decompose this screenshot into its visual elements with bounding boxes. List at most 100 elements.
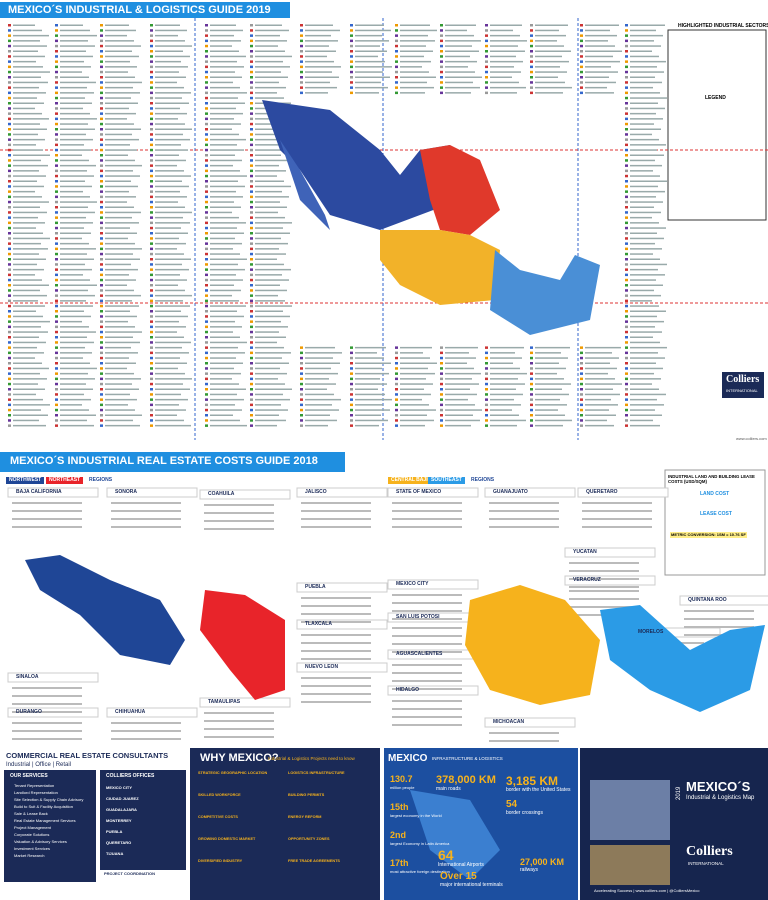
list-line [60,279,90,281]
info-box [664,469,766,576]
cost-row [569,570,639,572]
list-line [105,352,138,354]
list-line [105,66,137,68]
list-bullet [625,122,628,126]
list-bullet [485,424,488,427]
list-line [255,331,279,333]
state-card [679,595,768,606]
list-line [155,71,179,73]
list-bullet [100,29,103,32]
list-bullet [205,102,208,105]
list-bullet [300,377,303,381]
list-line [105,248,142,250]
list-bullet [625,91,628,95]
list-bullet [55,185,58,188]
list-line [210,414,233,416]
state-name: SONORA [115,489,137,495]
list-line [630,388,659,390]
list-line [155,232,188,234]
list-bullet [580,91,583,95]
list-bullet [580,419,583,422]
list-bullet [100,107,103,110]
list-line [255,300,285,302]
list-line [630,414,662,416]
list-line [210,336,240,338]
list-line [210,81,233,84]
list-line [630,60,666,63]
list-line [305,419,337,422]
list-line [305,81,330,84]
list-line [630,164,662,167]
list-bullet [150,91,153,95]
cost-row [392,635,462,637]
list-line [255,305,292,307]
list-line [60,398,91,401]
list-bullet [100,102,103,105]
list-bullet [250,336,253,339]
list-line [630,326,655,328]
cost-row [489,518,559,520]
list-bullet [205,169,208,173]
list-line [255,149,290,151]
list-line [210,263,238,266]
list-bullet [300,382,303,386]
cost-row [392,664,462,666]
list-line [400,86,434,89]
list-line [13,149,43,151]
list-bullet [300,419,303,422]
list-bullet [350,351,353,355]
list-line [255,258,277,260]
list-bullet [485,408,488,412]
list-bullet [150,299,153,303]
list-line [60,201,97,203]
list-bullet [150,159,153,162]
list-bullet [625,206,628,209]
list-bullet [55,86,58,89]
southeast-map [600,605,765,712]
list-bullet [250,55,253,58]
list-line [60,128,95,130]
state-name: AGUASCALIENTES [396,651,443,657]
list-bullet [440,403,443,407]
list-line [355,346,386,349]
list-bullet [205,190,208,193]
list-line [210,175,247,177]
list-line [255,81,279,84]
list-bullet [395,403,398,407]
list-line [210,118,234,120]
list-bullet [205,159,208,162]
list-bullet [350,356,353,360]
list-line [210,409,242,411]
list-bullet [100,148,103,152]
list-line [255,336,286,338]
list-bullet [150,310,153,313]
list-line [630,248,662,250]
list-bullet [205,91,208,95]
list-line [255,294,278,297]
state-name: HIDALGO [396,687,420,693]
list-bullet [100,320,103,323]
list-bullet [485,382,488,386]
list-line [585,378,615,380]
list-line [535,24,568,26]
list-line [210,154,235,156]
list-line [255,92,277,94]
list-line [255,170,286,172]
list-bullet [300,91,303,95]
list-line [355,86,388,89]
list-line [535,357,568,359]
list-bullet [250,278,253,282]
list-bullet [8,55,11,58]
list-bullet [205,289,208,292]
list-line [490,398,514,401]
list-line [445,414,473,416]
list-line [13,352,44,354]
list-bullet [625,55,628,58]
list-line [210,253,240,255]
list-bullet [8,325,11,329]
list-line [490,378,518,380]
list-bullet [625,242,628,245]
list-bullet [205,29,208,32]
list-bullet [150,211,153,214]
list-line [255,71,281,73]
